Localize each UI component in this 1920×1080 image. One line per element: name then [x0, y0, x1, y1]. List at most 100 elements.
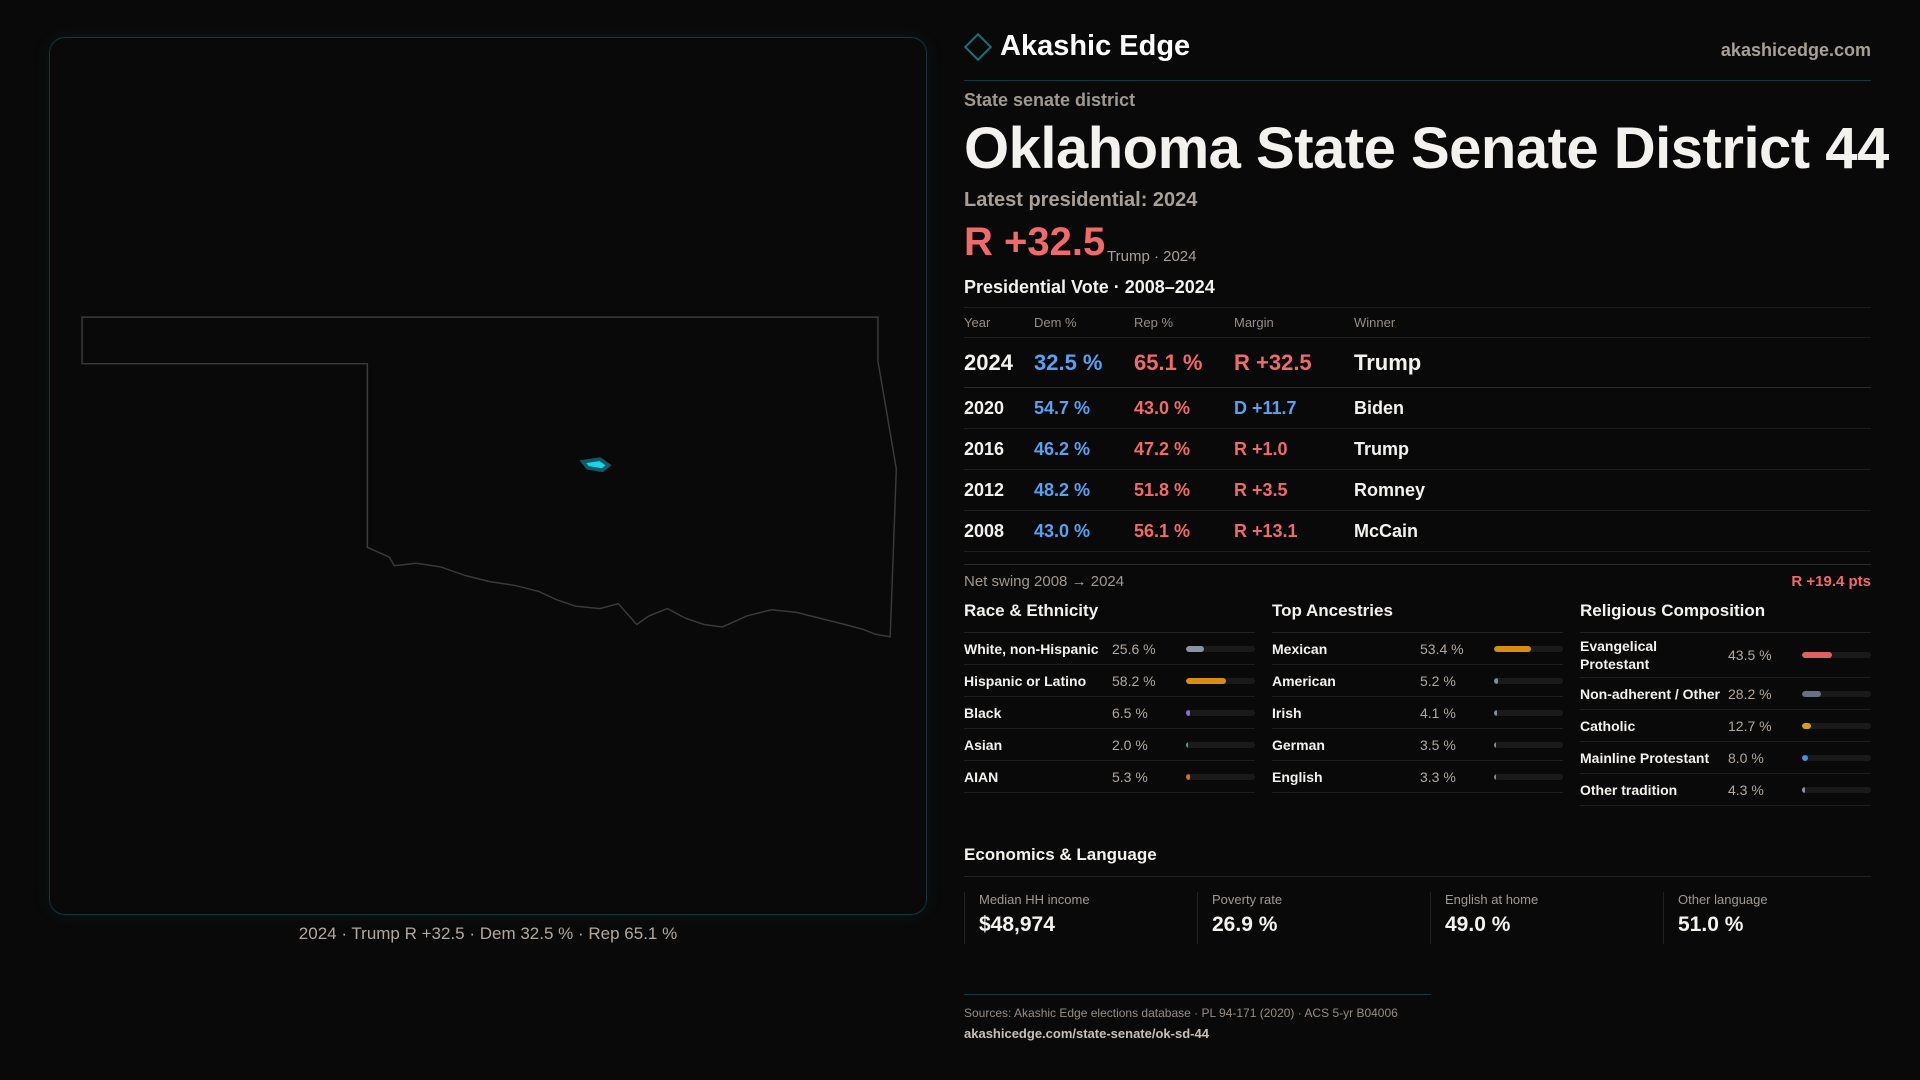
stat-label: Evangelical Protestant: [1580, 638, 1658, 672]
stat-bar-fill: [1494, 709, 1497, 716]
section-0: Race & Ethnicity White, non-Hispanic 25.6 …: [964, 601, 1255, 793]
stat-bar: [1802, 754, 1871, 761]
stat-value: 3.5 %: [1420, 736, 1456, 753]
cell-rep: 43.0 %: [1134, 387, 1234, 429]
site-link[interactable]: akashicedge.com: [1720, 40, 1871, 60]
vote-row: 2008 43.0 % 56.1 % R +13.1 McCain: [964, 510, 1871, 552]
stat-bar: [1494, 741, 1563, 748]
stat-value: 28.2 %: [1728, 685, 1772, 702]
stat-bar-fill: [1802, 690, 1822, 697]
econ-card: Poverty rate 26.9 %: [1197, 892, 1430, 944]
stat-label: Non-adherent / Other: [1580, 685, 1721, 702]
stat-row: German 3.5 %: [1272, 729, 1563, 761]
stat-value: 6.5 %: [1112, 704, 1148, 721]
stat-value: 3.3 %: [1420, 768, 1456, 785]
brand-logo[interactable]: Akashic Edge: [963, 30, 1191, 63]
cell-year: 2020: [964, 387, 1034, 429]
stat-label: Other tradition: [1580, 781, 1678, 798]
page-title: Oklahoma State Senate District 44: [964, 116, 1889, 181]
stat-bar-fill: [1186, 677, 1227, 684]
stat-bar-fill: [1494, 741, 1497, 748]
econ-value: 26.9 %: [1212, 913, 1278, 936]
section-title: Race & Ethnicity: [964, 601, 1255, 633]
cell-rep: 51.8 %: [1134, 469, 1234, 511]
kicker: State senate district: [964, 90, 1136, 110]
econ-card: Median HH income $48,974: [964, 892, 1197, 944]
cell-year: 2024: [964, 337, 1034, 388]
stat-row: Black 6.5 %: [964, 697, 1255, 729]
stat-row: Irish 4.1 %: [1272, 697, 1563, 729]
stat-row: Mexican 53.4 %: [1272, 633, 1563, 665]
econ-value: 49.0 %: [1445, 913, 1511, 936]
stat-bar-fill: [1494, 773, 1497, 780]
vote-title: Presidential Vote · 2008–2024: [964, 277, 1215, 297]
cell-margin: R +13.1: [1234, 510, 1354, 552]
stat-bar: [1186, 741, 1255, 748]
cell-winner: Biden: [1354, 387, 1871, 429]
stat-bar-fill: [1186, 645, 1204, 652]
stat-label: Irish: [1272, 704, 1302, 721]
stat-label: AIAN: [964, 768, 999, 785]
cell-winner: Trump: [1354, 428, 1871, 470]
stat-label: White, non-Hispanic: [964, 640, 1099, 657]
stat-row: Asian 2.0 %: [964, 729, 1255, 761]
cell-year: 2008: [964, 510, 1034, 552]
cell-dem: 32.5 %: [1034, 337, 1134, 388]
stat-bar-fill: [1802, 754, 1808, 761]
stat-value: 43.5 %: [1728, 647, 1772, 663]
stat-row: American 5.2 %: [1272, 665, 1563, 697]
stat-label: American: [1272, 672, 1336, 689]
stat-bar: [1494, 773, 1563, 780]
cell-dem: 43.0 %: [1034, 510, 1134, 552]
stat-value: 5.3 %: [1112, 768, 1148, 785]
latest-sub: Trump · 2024: [1107, 248, 1197, 265]
cell-winner: McCain: [1354, 510, 1871, 552]
swing-label: Net swing 2008 → 2024: [964, 573, 1125, 590]
section-title: Religious Composition: [1580, 601, 1871, 633]
stat-value: 8.0 %: [1728, 749, 1764, 766]
brand-name: Akashic Edge: [1000, 30, 1191, 62]
stat-row: Other tradition 4.3 %: [1580, 774, 1871, 806]
vote-row: 2016 46.2 % 47.2 % R +1.0 Trump: [964, 428, 1871, 470]
stat-label: Asian: [964, 736, 1003, 753]
vote-table: Year Dem % Rep % Margin Winner 2024 32.5 …: [964, 307, 1871, 552]
swing-divider: [964, 564, 1871, 565]
stat-value: 53.4 %: [1420, 640, 1464, 657]
col-year: Year: [964, 307, 1034, 338]
cell-margin: R +32.5: [1234, 337, 1354, 388]
stat-value: 12.7 %: [1728, 717, 1772, 734]
stat-bar: [1802, 690, 1871, 697]
econ-value: $48,974: [979, 913, 1055, 936]
stat-bar: [1494, 645, 1563, 652]
cell-winner: Trump: [1354, 337, 1871, 388]
latest-margin: R +32.5: [964, 220, 1106, 264]
stat-value: 58.2 %: [1112, 672, 1156, 689]
cell-dem: 48.2 %: [1034, 469, 1134, 511]
stat-bar-fill: [1186, 773, 1190, 780]
cell-year: 2012: [964, 469, 1034, 511]
section-title: Top Ancestries: [1272, 601, 1563, 633]
cell-rep: 65.1 %: [1134, 337, 1234, 388]
page-url[interactable]: akashicedge.com/state-senate/ok-sd-44: [964, 1026, 1209, 1041]
vote-row: 2020 54.7 % 43.0 % D +11.7 Biden: [964, 387, 1871, 429]
econ-label: Median HH income: [979, 892, 1090, 907]
col-winner: Winner: [1354, 307, 1871, 338]
stat-bar: [1494, 709, 1563, 716]
economics-title: Economics & Language: [964, 845, 1871, 877]
stat-row: Catholic 12.7 %: [1580, 710, 1871, 742]
cell-margin: D +11.7: [1234, 387, 1354, 429]
footer-divider: [964, 994, 1431, 995]
econ-label: Poverty rate: [1212, 892, 1283, 907]
stat-label: English: [1272, 768, 1323, 785]
cell-year: 2016: [964, 428, 1034, 470]
stat-bar-fill: [1802, 786, 1805, 793]
map-panel[interactable]: [49, 37, 927, 915]
stat-bar: [1186, 709, 1255, 716]
section-2: Religious Composition Evangelical Protest…: [1580, 601, 1871, 806]
stat-value: 25.6 %: [1112, 640, 1156, 657]
col-rep: Rep %: [1134, 307, 1234, 338]
stat-label: Black: [964, 704, 1002, 721]
section-1: Top Ancestries Mexican 53.4 % American 5.2 %…: [1272, 601, 1563, 793]
econ-value: 51.0 %: [1678, 913, 1744, 936]
diamond-logo-icon: [963, 32, 993, 61]
